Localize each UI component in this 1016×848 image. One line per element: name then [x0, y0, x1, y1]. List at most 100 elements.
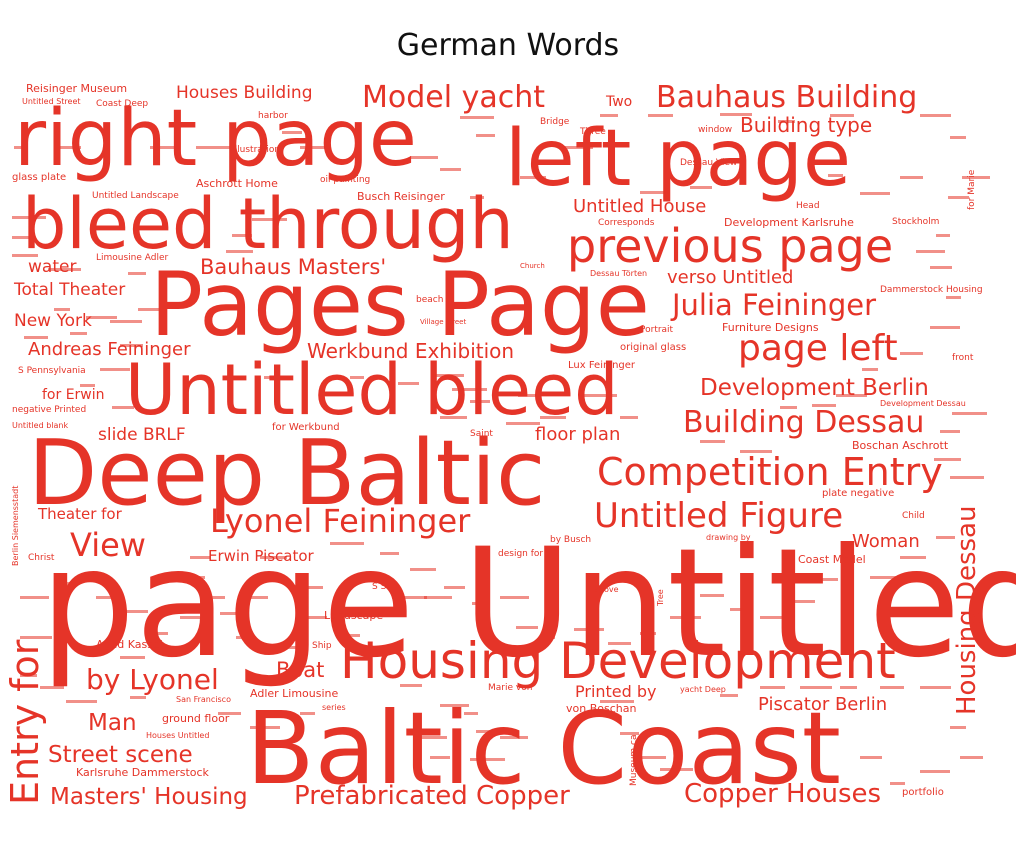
cloud-word: Prefabricated Copper: [294, 781, 570, 811]
cloud-word: design for: [498, 549, 543, 559]
cloud-word: harbor: [258, 111, 288, 121]
cloud-minor-word: [40, 686, 64, 689]
cloud-minor-word: [800, 686, 832, 689]
cloud-minor-word: [400, 684, 422, 687]
cloud-word: series: [322, 703, 346, 712]
cloud-minor-word: [430, 756, 450, 759]
cloud-word: Woman: [852, 531, 920, 552]
cloud-minor-word: [740, 450, 772, 453]
cloud-minor-word: [232, 234, 252, 237]
cloud-minor-word: [890, 782, 905, 785]
cloud-minor-word: [790, 600, 815, 603]
cloud-minor-word: [780, 406, 797, 409]
cloud-word: Village street: [420, 318, 466, 326]
cloud-word: for Marie: [967, 169, 977, 210]
cloud-word: Lyonel Feininger: [210, 502, 471, 540]
cloud-word: original glass: [620, 342, 686, 353]
cloud-minor-word: [470, 400, 490, 403]
cloud-minor-word: [226, 250, 253, 253]
cloud-minor-word: [300, 146, 327, 149]
cloud-word: Masters' Housing: [50, 784, 248, 810]
cloud-word: page left: [738, 328, 898, 369]
cloud-minor-word: [66, 700, 97, 703]
cloud-minor-word: [48, 268, 81, 271]
cloud-minor-word: [20, 636, 52, 639]
cloud-minor-word: [200, 596, 225, 599]
cloud-word: Deep Baltic: [28, 421, 545, 526]
cloud-minor-word: [920, 686, 951, 689]
cloud-minor-word: [300, 616, 327, 619]
cloud-minor-word: [470, 758, 505, 761]
cloud-word: Julia Feininger: [670, 288, 876, 322]
cloud-word: Boschan Aschrott: [852, 439, 949, 452]
cloud-word: Total Theater: [13, 280, 125, 300]
cloud-minor-word: [476, 134, 495, 137]
cloud-word: S Pennsylvania: [18, 366, 86, 376]
cloud-minor-word: [828, 174, 843, 177]
cloud-word: Furniture Designs: [722, 321, 819, 334]
cloud-minor-word: [700, 440, 725, 443]
cloud-minor-word: [916, 250, 945, 253]
cloud-word: Tree: [656, 589, 665, 607]
cloud-word: Untitled bleed: [125, 349, 619, 431]
cloud-word: Untitled Figure: [594, 496, 843, 536]
cloud-minor-word: [60, 146, 81, 149]
cloud-word: Aschrott Home: [196, 177, 278, 190]
cloud-minor-word: [730, 608, 747, 611]
cloud-minor-word: [862, 368, 878, 371]
cloud-minor-word: [138, 308, 163, 311]
cloud-minor-word: [516, 626, 538, 629]
cloud-minor-word: [640, 756, 666, 759]
cloud-word: Dammerstock Housing: [880, 285, 983, 295]
cloud-minor-word: [540, 416, 566, 419]
cloud-word: Busch Reisinger: [357, 190, 445, 203]
cloud-minor-word: [470, 196, 484, 199]
cloud-word: Building Dessau: [683, 405, 924, 440]
cloud-word: Lux Feininger: [568, 360, 636, 371]
cloud-word: Bauhaus Masters': [200, 255, 386, 279]
cloud-minor-word: [86, 316, 117, 319]
cloud-word: S S: [372, 582, 387, 592]
cloud-word: portfolio: [902, 787, 944, 798]
cloud-word: Development Dessau: [880, 399, 966, 408]
cloud-minor-word: [518, 394, 537, 397]
cloud-word: slide BRLF: [98, 425, 186, 445]
cloud-minor-word: [12, 254, 38, 257]
cloud-word: Reisinger Museum: [26, 82, 127, 95]
cloud-minor-word: [760, 616, 792, 619]
cloud-minor-word: [540, 636, 555, 639]
cloud-minor-word: [14, 146, 28, 149]
cloud-minor-word: [880, 686, 904, 689]
cloud-minor-word: [464, 712, 478, 715]
cloud-minor-word: [220, 612, 246, 615]
cloud-minor-word: [760, 686, 785, 689]
cloud-minor-word: [252, 218, 287, 221]
cloud-word: Copper Houses: [684, 779, 881, 809]
cloud-minor-word: [670, 616, 701, 619]
cloud-word: Coast Deep: [96, 99, 148, 109]
cloud-minor-word: [936, 234, 950, 237]
cloud-word: Saint: [470, 429, 493, 439]
cloud-minor-word: [720, 113, 752, 116]
cloud-minor-word: [264, 376, 293, 379]
cloud-minor-word: [180, 616, 213, 619]
cloud-minor-word: [460, 116, 494, 119]
cloud-word: negative Printed: [12, 405, 86, 415]
cloud-word: Pages Page: [150, 253, 650, 356]
cloud-word: water: [28, 257, 76, 277]
cloud-minor-word: [128, 272, 146, 275]
cloud-minor-word: [380, 552, 399, 555]
cloud-word: Head: [796, 201, 820, 211]
cloud-minor-word: [900, 176, 923, 179]
cloud-word: New York: [14, 311, 92, 331]
cloud-minor-word: [150, 632, 168, 635]
cloud-word: yacht Deep: [680, 685, 726, 694]
cloud-word: View: [70, 526, 146, 564]
cloud-minor-word: [96, 596, 117, 599]
cloud-minor-word: [270, 646, 304, 649]
cloud-word: Model yacht: [362, 80, 545, 115]
cloud-minor-word: [584, 394, 617, 397]
cloud-word: Untitled House: [573, 196, 706, 217]
cloud-minor-word: [340, 634, 360, 637]
